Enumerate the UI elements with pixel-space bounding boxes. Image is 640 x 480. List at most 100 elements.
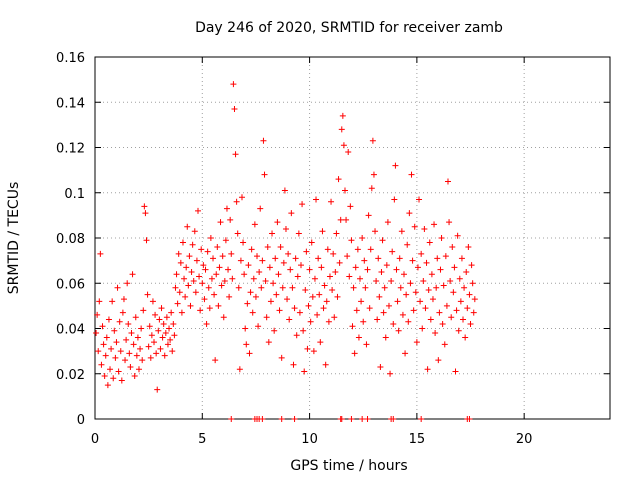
data-point <box>96 298 103 305</box>
data-point <box>422 305 429 312</box>
data-point <box>384 219 391 226</box>
data-point <box>319 228 326 235</box>
data-point <box>362 284 369 291</box>
data-point <box>382 334 389 341</box>
data-point <box>443 302 450 309</box>
data-point <box>286 316 293 323</box>
data-point <box>117 348 124 355</box>
data-point <box>324 246 331 253</box>
data-point <box>127 363 134 370</box>
x-tick-label: 0 <box>91 432 99 447</box>
data-point <box>318 264 325 271</box>
data-point <box>151 339 158 346</box>
data-point <box>178 309 185 316</box>
data-point <box>167 336 174 343</box>
data-point <box>401 271 407 278</box>
data-point <box>210 255 217 262</box>
data-point <box>463 268 470 275</box>
data-point <box>196 273 203 280</box>
data-point <box>230 81 237 88</box>
data-point <box>109 298 116 305</box>
data-point <box>423 259 430 266</box>
data-point <box>122 357 129 364</box>
data-point <box>204 248 211 255</box>
data-point <box>93 330 100 337</box>
data-point <box>388 277 395 284</box>
data-point <box>142 210 149 217</box>
data-point <box>299 201 306 208</box>
data-point <box>292 255 299 262</box>
y-tick-label: 0.06 <box>56 277 85 292</box>
data-point <box>320 305 327 312</box>
data-point <box>381 284 388 291</box>
data-point <box>252 293 259 300</box>
y-tick-label: 0.14 <box>56 96 85 111</box>
data-point <box>377 363 384 370</box>
data-point <box>137 345 144 352</box>
data-point <box>429 296 436 303</box>
data-point <box>287 266 294 273</box>
data-point <box>229 275 236 282</box>
data-point <box>332 268 339 275</box>
data-point <box>408 171 415 178</box>
plot-frame <box>94 56 611 420</box>
data-point <box>358 298 365 305</box>
data-point <box>453 307 460 314</box>
data-point <box>191 228 198 235</box>
data-point <box>368 185 375 192</box>
data-point <box>235 284 242 291</box>
data-point <box>135 366 142 373</box>
data-point <box>134 334 141 341</box>
data-point <box>104 382 111 389</box>
data-point <box>421 225 428 232</box>
data-point <box>153 350 160 357</box>
data-point <box>186 253 193 260</box>
data-point <box>171 332 178 339</box>
data-point <box>212 357 219 364</box>
y-tick-labels: 0 0.02 0.04 0.06 0.08 0.1 0.12 0.14 0.16 <box>56 51 85 428</box>
data-point <box>257 205 264 212</box>
data-point <box>304 345 311 352</box>
data-point <box>339 112 346 119</box>
data-point <box>179 239 186 246</box>
data-point <box>367 246 374 253</box>
data-point <box>112 354 119 361</box>
data-point <box>277 244 284 251</box>
data-point <box>232 151 239 158</box>
data-point <box>442 253 449 260</box>
y-tick-label: 0.08 <box>56 232 85 247</box>
data-point <box>108 345 115 352</box>
data-point <box>263 314 270 321</box>
data-point <box>107 366 114 373</box>
data-point <box>217 219 224 226</box>
data-point <box>254 253 261 260</box>
x-tick-label: 15 <box>409 432 426 447</box>
data-point <box>417 298 424 305</box>
data-point <box>170 320 177 327</box>
data-point <box>264 244 271 251</box>
data-point <box>446 219 453 226</box>
data-point <box>444 178 451 185</box>
data-point <box>95 348 102 355</box>
data-point <box>173 271 180 278</box>
data-point <box>440 282 447 289</box>
data-point <box>330 250 337 257</box>
data-point <box>433 284 440 291</box>
data-point <box>214 244 221 251</box>
data-point <box>124 280 131 287</box>
data-point <box>452 368 459 375</box>
data-point <box>336 259 343 266</box>
data-point <box>337 216 344 223</box>
data-point <box>189 241 196 248</box>
data-point <box>138 325 145 332</box>
data-point <box>349 323 356 330</box>
data-point <box>149 298 156 305</box>
data-point <box>468 262 475 269</box>
data-point <box>471 296 478 303</box>
data-point <box>255 323 262 330</box>
data-point <box>373 277 380 284</box>
data-point <box>372 228 379 235</box>
data-point <box>144 291 151 298</box>
data-point <box>181 275 188 282</box>
